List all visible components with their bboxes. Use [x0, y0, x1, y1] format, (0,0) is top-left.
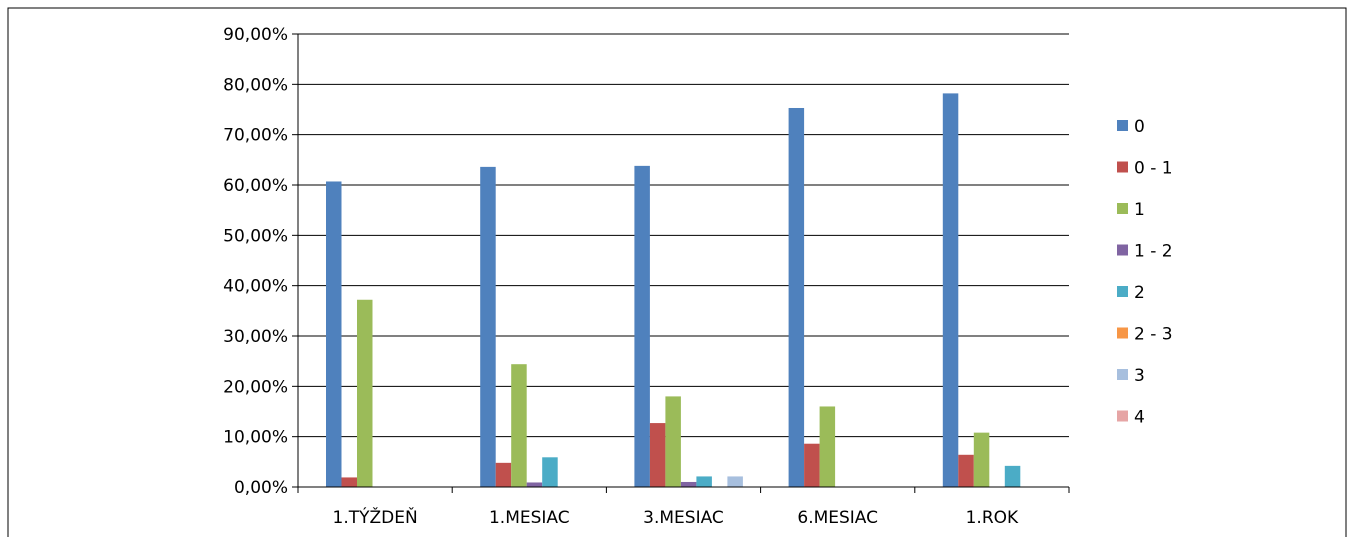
y-tick-label: 40,00% — [223, 277, 288, 297]
legend-label: 3 — [1134, 366, 1145, 386]
bar-0-0 — [326, 181, 342, 487]
bar-0-2 — [634, 165, 650, 487]
legend-label: 0 — [1134, 117, 1145, 137]
bar-0-3 — [788, 107, 805, 488]
x-axis-tick-labels: 1.TÝŽDEŇ 1.MESIAC 3.MESIAC 6.MESIAC 1.ROK — [333, 506, 1020, 528]
legend-swatch — [1117, 286, 1128, 297]
legend-label: 1 - 2 — [1134, 242, 1173, 262]
bar-1-3 — [819, 406, 836, 487]
legend-swatch — [1117, 161, 1128, 173]
x-tick-label: 1.ROK — [966, 508, 1019, 528]
y-tick-label: 50,00% — [223, 226, 288, 246]
bar-0-1-3 — [804, 443, 820, 487]
legend-label: 2 - 3 — [1134, 325, 1173, 345]
gridlines — [298, 33, 1069, 438]
bar-0-1-1 — [495, 462, 512, 487]
legend: 0 0 - 1 1 1 - 2 2 2 - 3 3 4 — [1117, 117, 1173, 428]
axes — [292, 33, 1070, 493]
legend-swatch — [1117, 244, 1128, 256]
bar-0-1-0 — [341, 477, 357, 487]
y-tick-label: 80,00% — [223, 75, 288, 95]
legend-swatch — [1117, 410, 1128, 422]
y-tick-label: 60,00% — [223, 176, 288, 196]
y-tick-label: 0,00% — [234, 478, 288, 498]
bar-0-1-4 — [958, 454, 974, 487]
legend-label: 0 - 1 — [1134, 159, 1173, 179]
bar-1-0 — [357, 299, 373, 487]
y-tick-label: 90,00% — [223, 25, 288, 45]
chart-frame — [7, 7, 1347, 537]
bar-0-1-2 — [649, 423, 666, 487]
bar-1-2 — [665, 396, 681, 487]
bar-2-2 — [696, 476, 712, 487]
bar-0-1 — [480, 166, 496, 487]
legend-swatch — [1117, 327, 1128, 339]
y-tick-label: 10,00% — [223, 428, 288, 448]
x-tick-label: 1.MESIAC — [489, 508, 570, 528]
y-axis-tick-labels: 0,00% 10,00% 20,00% 30,00% 40,00% 50,00% 60,00… — [223, 25, 288, 498]
y-tick-label: 20,00% — [223, 377, 288, 397]
bar-0-4 — [942, 93, 959, 487]
bar-1-2-1 — [526, 482, 543, 487]
x-tick-label: 6.MESIAC — [797, 508, 878, 528]
bar-3-2 — [727, 476, 743, 487]
bar-1-4 — [973, 432, 990, 487]
legend-swatch — [1117, 203, 1128, 214]
bar-1-1 — [511, 364, 527, 487]
bars — [326, 93, 1021, 488]
legend-label: 4 — [1134, 408, 1145, 428]
y-tick-label: 30,00% — [223, 327, 288, 347]
legend-label: 1 — [1134, 200, 1145, 220]
bar-1-2-2 — [680, 481, 697, 487]
bar-2-4 — [1004, 465, 1021, 487]
legend-label: 2 — [1134, 283, 1145, 303]
bar-2-1 — [542, 457, 558, 487]
y-tick-label: 70,00% — [223, 126, 288, 146]
legend-swatch — [1117, 120, 1128, 131]
legend-swatch — [1117, 369, 1128, 380]
x-tick-label: 3.MESIAC — [643, 508, 724, 528]
x-tick-label: 1.TÝŽDEŇ — [333, 506, 418, 528]
